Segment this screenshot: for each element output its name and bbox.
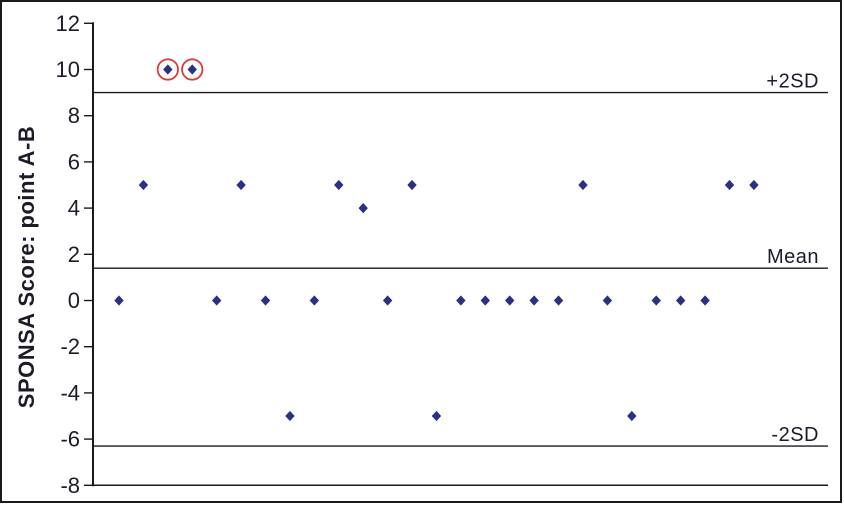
reference-line-label: Mean — [767, 246, 819, 268]
y-tick-label: 0 — [68, 288, 80, 313]
data-point-diamond — [480, 295, 490, 306]
data-point-diamond — [749, 179, 759, 191]
data-point-diamond — [309, 295, 320, 306]
data-point-diamond — [627, 410, 637, 422]
data-point-diamond — [505, 295, 515, 306]
data-point-diamond — [138, 179, 149, 191]
data-point-diamond — [700, 295, 710, 306]
y-tick-label: -4 — [60, 380, 80, 405]
data-point-diamond — [651, 295, 661, 306]
data-point-diamond — [382, 295, 393, 306]
data-point-diamond — [236, 179, 246, 191]
data-point-diamond — [456, 295, 466, 306]
data-point-diamond — [334, 179, 344, 191]
data-point-diamond — [163, 64, 173, 75]
y-tick-label: 10 — [56, 57, 80, 82]
y-tick-label: -6 — [60, 427, 80, 452]
y-tick-label: 8 — [68, 103, 80, 128]
data-point-diamond — [431, 410, 442, 422]
y-tick-label: 12 — [56, 11, 80, 36]
outlier-circle — [156, 58, 179, 81]
data-point-diamond — [724, 179, 735, 191]
data-point-diamond — [675, 295, 686, 306]
data-point-diamond — [285, 410, 295, 422]
y-tick-label: 6 — [68, 149, 80, 174]
reference-line-label: -2SD — [771, 424, 819, 446]
reference-line-label: +2SD — [766, 71, 819, 93]
y-tick-label: -8 — [60, 473, 80, 498]
data-point-diamond — [602, 295, 613, 306]
y-tick-label: 4 — [68, 196, 80, 221]
data-point-diamond — [211, 295, 222, 306]
data-point-diamond — [187, 64, 197, 75]
data-point-diamond — [407, 179, 417, 191]
y-tick-label: 2 — [68, 242, 80, 267]
data-point-diamond — [529, 295, 539, 306]
y-tick-label: -2 — [60, 334, 80, 359]
data-point-diamond — [114, 295, 124, 306]
data-point-diamond — [553, 295, 564, 306]
outlier-circle — [181, 58, 204, 81]
data-point-diamond — [260, 295, 271, 306]
data-point-diamond — [358, 203, 368, 214]
data-point-diamond — [578, 179, 588, 191]
